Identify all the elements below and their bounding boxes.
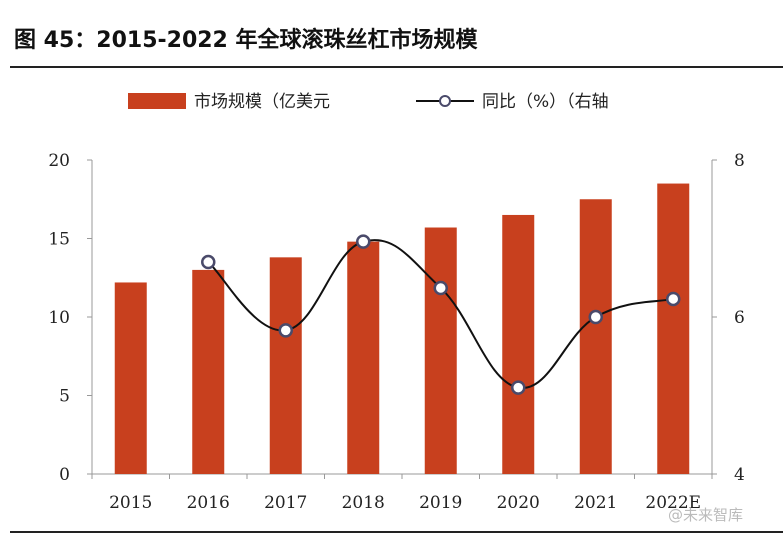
chart-title: 图 45：2015-2022 年全球滚珠丝杠市场规模 bbox=[14, 28, 478, 53]
left-tick-label: 5 bbox=[59, 387, 70, 407]
bar-2021 bbox=[579, 199, 612, 474]
right-tick-label: 6 bbox=[734, 308, 745, 328]
left-tick-label: 0 bbox=[59, 465, 70, 485]
left-tick-label: 10 bbox=[48, 308, 70, 328]
legend-bar-label: 市场规模（亿美元 bbox=[194, 92, 330, 112]
bar-2017 bbox=[269, 257, 302, 474]
legend-line-marker bbox=[439, 95, 451, 107]
x-tick-label: 2019 bbox=[419, 493, 462, 513]
x-tick-label: 2020 bbox=[497, 493, 540, 513]
x-tick-label: 2021 bbox=[574, 493, 617, 513]
x-tick-label: 2017 bbox=[264, 493, 307, 513]
x-tick-label: 2016 bbox=[187, 493, 230, 513]
bar-2019 bbox=[424, 227, 457, 474]
right-tick-label: 4 bbox=[734, 465, 745, 485]
growth-marker-2021 bbox=[588, 309, 603, 325]
growth-marker-2018 bbox=[356, 234, 371, 249]
left-tick-label: 15 bbox=[48, 230, 70, 250]
x-tick-label: 2018 bbox=[342, 493, 385, 513]
growth-marker-2020 bbox=[511, 380, 526, 395]
title-divider bbox=[10, 66, 783, 68]
bar-2022E bbox=[657, 183, 690, 475]
right-tick-label: 8 bbox=[734, 151, 745, 171]
bar-2018 bbox=[347, 241, 380, 474]
legend-bar-swatch bbox=[128, 93, 186, 109]
left-tick-label: 20 bbox=[48, 151, 70, 171]
growth-marker-2017 bbox=[278, 323, 293, 338]
legend-line-label: 同比（%）（右轴 bbox=[482, 92, 609, 112]
bar-2016 bbox=[192, 269, 225, 474]
growth-marker-2022E bbox=[666, 291, 681, 307]
bar-2015 bbox=[114, 282, 147, 474]
bottom-divider bbox=[10, 531, 783, 533]
growth-marker-2016 bbox=[201, 254, 216, 270]
x-tick-label: 2015 bbox=[109, 493, 152, 513]
watermark: @未来智库 bbox=[668, 506, 743, 524]
x-tick-label: 2022E bbox=[645, 493, 701, 513]
bar-2020 bbox=[502, 214, 535, 474]
growth-marker-2019 bbox=[433, 280, 448, 296]
